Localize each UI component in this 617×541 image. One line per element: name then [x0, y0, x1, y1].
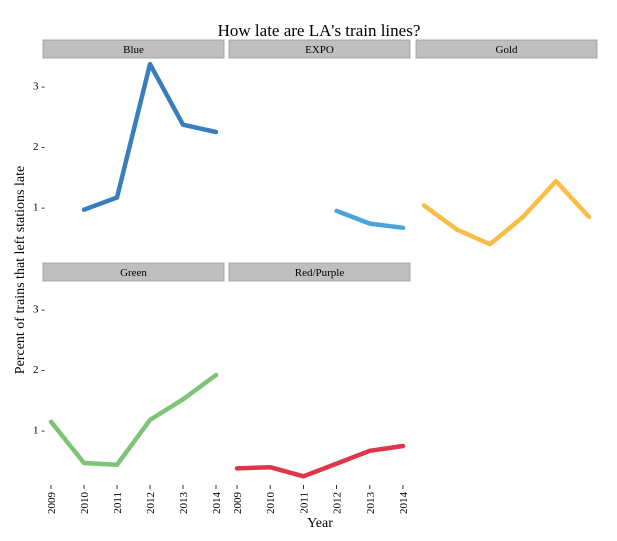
x-tick-label-col1-2012: 2012 — [145, 492, 157, 514]
facet-strip-label-gold: Gold — [496, 44, 519, 56]
facet-expo: EXPO — [228, 39, 411, 231]
x-tick-label-col2-2009: 2009 — [232, 492, 244, 515]
y-tick-label-row2-2: 2 - — [33, 364, 45, 376]
facet-blue: Blue — [42, 39, 225, 212]
y-tick-label-row1-1: 1 - — [33, 202, 45, 214]
x-tick-label-col1-2009: 2009 — [46, 492, 58, 515]
facet-strip-expo — [228, 39, 411, 59]
facet-strip-red-purple — [228, 262, 411, 282]
x-tick-label-col2-2010: 2010 — [265, 492, 277, 515]
x-tick-label-col2-2014: 2014 — [398, 492, 410, 515]
facet-red-purple: Red/Purple — [228, 262, 411, 479]
facet-panels: 1 - 2 - 3 - 1 - 2 - 3 - 2009 2010 2011 2012 2013 20… — [33, 39, 598, 515]
x-tick-label-col1-2011: 2011 — [112, 492, 124, 514]
x-tick-label-col1-2014: 2014 — [211, 492, 223, 515]
facet-strip-label-expo: EXPO — [305, 44, 334, 56]
facet-strip-label-green: Green — [120, 267, 147, 279]
facet-strip-green — [42, 262, 225, 282]
series-line-blue — [81, 61, 219, 212]
facet-strip-blue — [42, 39, 225, 59]
x-axis-title: Year — [307, 516, 333, 531]
facet-gold: Gold — [415, 39, 598, 247]
x-tick-label-col2-2013: 2013 — [365, 492, 377, 515]
facet-green: Green — [42, 262, 225, 468]
series-line-red-purple — [234, 443, 406, 479]
y-tick-label-row2-1: 1 - — [33, 425, 45, 437]
y-axis-title: Percent of trains that left stations lat… — [13, 166, 28, 374]
facet-strip-label-blue: Blue — [123, 44, 144, 56]
series-line-expo — [334, 208, 406, 231]
x-tick-label-col1-2010: 2010 — [79, 492, 91, 515]
facet-strip-label-red-purple: Red/Purple — [295, 267, 345, 279]
y-tick-label-row1-2: 2 - — [33, 141, 45, 153]
series-line-green — [48, 372, 219, 468]
x-tick-label-col2-2012: 2012 — [332, 492, 344, 514]
y-tick-label-row2-3: 3 - — [33, 303, 45, 315]
chart-title: How late are LA's train lines? — [218, 21, 421, 40]
x-tick-label-col2-2011: 2011 — [298, 492, 310, 514]
series-line-gold — [421, 178, 592, 247]
x-tick-label-col1-2013: 2013 — [178, 492, 190, 515]
facet-strip-gold — [415, 39, 598, 59]
y-tick-label-row1-3: 3 - — [33, 80, 45, 92]
